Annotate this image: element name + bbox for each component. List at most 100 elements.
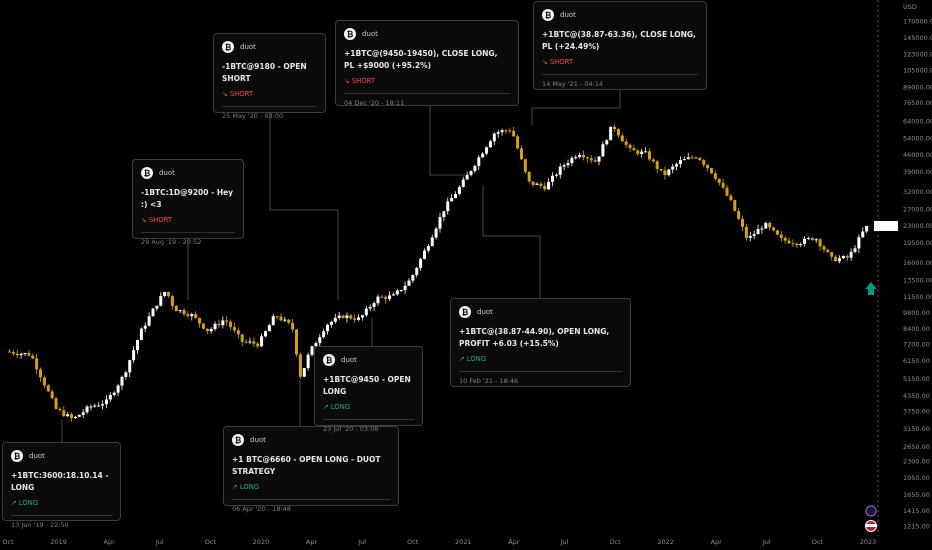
idea-card-1[interactable]: ₿ duot +1BTC:3600:18.10.14 - LONG ↗ LONG… bbox=[2, 442, 121, 529]
candle-body bbox=[329, 321, 333, 325]
candle-body bbox=[77, 414, 81, 417]
candle-body bbox=[438, 217, 442, 229]
idea-date: 04 Dec '20 - 18:11 bbox=[344, 99, 405, 107]
candle-body bbox=[221, 320, 225, 326]
candle-body bbox=[845, 256, 849, 258]
candle-body bbox=[861, 231, 865, 238]
x-tick-label: Oct bbox=[407, 538, 419, 546]
y-tick-label: 76500.00 bbox=[903, 99, 932, 107]
candle-body bbox=[190, 314, 194, 317]
candle-body bbox=[620, 135, 624, 142]
candle-body bbox=[469, 170, 473, 175]
candle-body bbox=[159, 296, 163, 306]
candle-body bbox=[399, 290, 403, 292]
candle-body bbox=[434, 228, 438, 238]
candle-body bbox=[298, 354, 302, 377]
candle-body bbox=[523, 159, 527, 172]
y-tick-label: 1215.00 bbox=[903, 523, 930, 531]
candle-body bbox=[194, 314, 198, 318]
candle-body bbox=[636, 150, 640, 154]
y-axis-unit: USD bbox=[903, 3, 917, 11]
y-tick-label: 1655.00 bbox=[903, 491, 930, 499]
candle-body bbox=[46, 385, 50, 392]
x-tick-label: Jul bbox=[155, 538, 164, 546]
x-tick-label: Apr bbox=[306, 538, 318, 546]
candle-body bbox=[232, 327, 236, 331]
card-divider bbox=[344, 93, 510, 94]
candle-body bbox=[322, 331, 326, 338]
idea-card-2[interactable]: ₿ duot -1BTC:1D@9200 - Hey :) <3 ↘ SHORT… bbox=[132, 159, 244, 246]
idea-text: +1BTC@(38.87-63.36), CLOSE LONG, PL (+24… bbox=[542, 30, 696, 51]
candle-body bbox=[682, 159, 686, 161]
candle-body bbox=[426, 246, 430, 251]
candle-body bbox=[35, 358, 39, 370]
candle-body bbox=[163, 292, 167, 297]
author-avatar-icon: ₿ bbox=[344, 28, 356, 40]
author-name: duot bbox=[560, 11, 576, 19]
candle-body bbox=[519, 148, 523, 160]
candle-body bbox=[570, 157, 574, 164]
candle-body bbox=[360, 315, 364, 318]
x-tick-label: Jul bbox=[560, 538, 569, 546]
candle-body bbox=[706, 164, 710, 169]
candle-body bbox=[201, 323, 205, 329]
candle-body bbox=[357, 317, 361, 320]
y-tick-label: 13500.00 bbox=[903, 276, 932, 284]
idea-text: +1BTC@(9450-19450), CLOSE LONG, PL +$900… bbox=[344, 49, 498, 70]
candle-body bbox=[717, 178, 721, 183]
y-tick-label: 6150.00 bbox=[903, 357, 930, 365]
candle-body bbox=[783, 237, 787, 241]
candle-body bbox=[450, 198, 454, 202]
x-tick-label: Apr bbox=[711, 538, 723, 546]
idea-card-8[interactable]: ₿ duot +1BTC@(38.87-63.36), CLOSE LONG, … bbox=[533, 1, 707, 90]
candle-body bbox=[791, 243, 795, 245]
y-tick-label: 64000.00 bbox=[903, 117, 932, 125]
candle-body bbox=[279, 316, 283, 321]
idea-card-5[interactable]: ₿ duot +1BTC@9450 - OPEN LONG ↗ LONG 23 … bbox=[314, 346, 423, 433]
candle-body bbox=[539, 183, 543, 186]
candle-body bbox=[787, 240, 791, 244]
idea-card-3[interactable]: ₿ duot -1BTC@9180 - OPEN SHORT ↘ SHORT 2… bbox=[213, 33, 326, 120]
candle-body bbox=[659, 169, 663, 171]
candle-body bbox=[748, 235, 752, 238]
idea-card-6[interactable]: ₿ duot +1BTC@(9450-19450), CLOSE LONG, P… bbox=[335, 20, 519, 107]
candle-body bbox=[741, 218, 745, 227]
candle-body bbox=[283, 319, 287, 321]
idea-date: 10 Feb '21 - 18:46 bbox=[459, 377, 519, 385]
author-name: duot bbox=[29, 452, 45, 460]
candle-body bbox=[108, 394, 112, 400]
y-tick-label: 11500.00 bbox=[903, 293, 932, 301]
idea-card-7[interactable]: ₿ duot +1BTC@(38.87-44.90), OPEN LONG, P… bbox=[450, 298, 631, 387]
idea-text: -1BTC@9180 - OPEN SHORT bbox=[222, 62, 307, 83]
idea-card-4[interactable]: ₿ duot +1 BTC@6660 - OPEN LONG - DUOT ST… bbox=[223, 426, 399, 513]
idea-text: +1BTC@(38.87-44.90), OPEN LONG, PROFIT +… bbox=[459, 327, 610, 348]
candle-body bbox=[368, 306, 372, 309]
candle-body bbox=[132, 350, 136, 361]
candle-body bbox=[667, 169, 671, 176]
candle-body bbox=[167, 292, 171, 297]
x-tick-label: Oct bbox=[812, 538, 824, 546]
candle-body bbox=[27, 353, 31, 356]
candle-body bbox=[818, 239, 822, 247]
candle-body bbox=[287, 319, 291, 323]
y-tick-label: 9800.00 bbox=[903, 309, 930, 317]
candle-body bbox=[174, 305, 178, 312]
annotation-connector bbox=[429, 106, 465, 176]
author-name: duot bbox=[240, 43, 256, 51]
candle-body bbox=[562, 165, 566, 167]
candle-body bbox=[698, 157, 702, 161]
candle-body bbox=[834, 256, 838, 262]
x-tick-label: 2023 bbox=[860, 538, 877, 546]
x-tick-label: Oct bbox=[205, 538, 217, 546]
y-tick-label: 39000.00 bbox=[903, 168, 932, 176]
idea-date: 29 Aug '19 - 20:52 bbox=[141, 238, 202, 246]
candle-body bbox=[613, 126, 617, 130]
candle-body bbox=[291, 322, 295, 330]
y-tick-label: 89000.00 bbox=[903, 84, 932, 92]
candle-body bbox=[372, 303, 376, 307]
candle-body bbox=[236, 330, 240, 335]
candle-body bbox=[8, 351, 11, 353]
candle-body bbox=[527, 171, 531, 182]
candle-body bbox=[496, 132, 500, 134]
